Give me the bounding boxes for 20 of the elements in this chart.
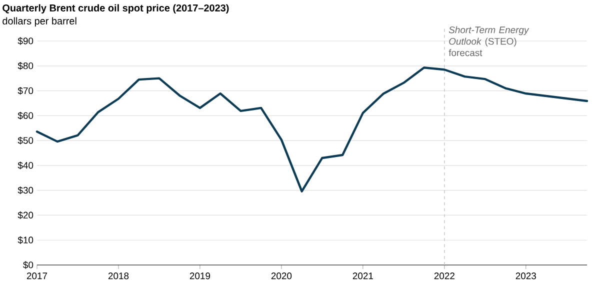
x-tick-label: 2018 bbox=[108, 272, 129, 280]
x-tick-label: 2021 bbox=[352, 272, 373, 280]
ref-line-label: Short-Term Energy Outlook (STEO) forecast bbox=[448, 26, 530, 56]
y-tick-label: $30 bbox=[18, 186, 34, 194]
x-tick-label: 2019 bbox=[190, 272, 210, 280]
x-tick-label: 2022 bbox=[434, 272, 454, 280]
y-tick-label: $50 bbox=[18, 136, 34, 144]
y-tick-label: $60 bbox=[18, 112, 34, 120]
x-tick-label: 2017 bbox=[26, 272, 48, 280]
y-tick-label: $20 bbox=[18, 211, 34, 220]
x-tick-label: 2020 bbox=[271, 272, 292, 280]
chart-title: Quarterly Brent crude oil spot price (2017–2023) bbox=[2, 4, 229, 14]
x-tick-label: 2023 bbox=[516, 272, 536, 280]
y-tick-label: $40 bbox=[18, 162, 34, 170]
y-tick-label: $0 bbox=[23, 261, 34, 269]
y-tick-label: $10 bbox=[18, 236, 34, 244]
chart-subtitle: dollars per barrel bbox=[2, 17, 76, 26]
y-tick-label: $90 bbox=[18, 37, 34, 45]
y-tick-label: $70 bbox=[18, 86, 34, 95]
y-tick-label: $80 bbox=[18, 62, 34, 70]
